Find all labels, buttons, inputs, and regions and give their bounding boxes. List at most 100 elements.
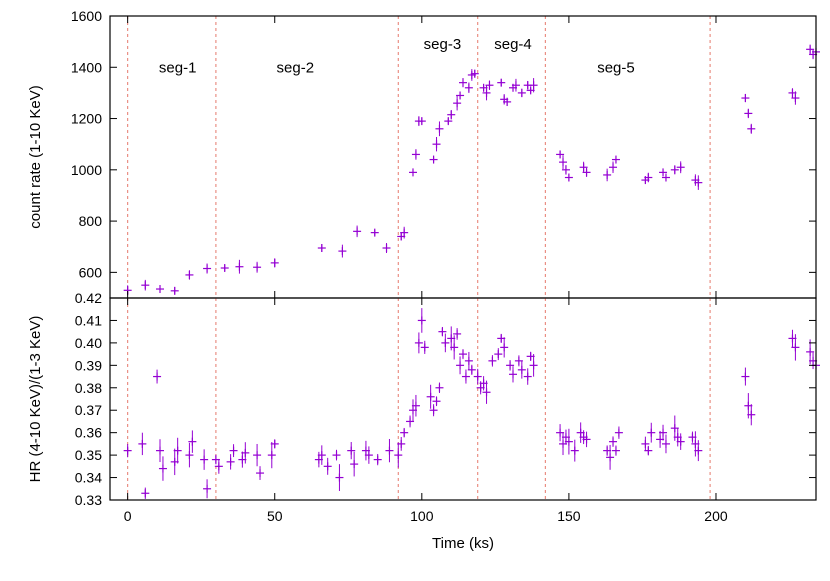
bottom-data-point bbox=[450, 335, 459, 360]
top-data-point bbox=[485, 80, 494, 90]
bottom-y-tick-label: 0.37 bbox=[75, 402, 102, 418]
segment-labels: seg-1 seg-2 seg-3 seg-4 seg-5 bbox=[159, 36, 635, 76]
bottom-panel-frame bbox=[109, 297, 817, 501]
bottom-data-point bbox=[438, 326, 447, 337]
bottom-segment-lines bbox=[127, 298, 711, 500]
x-axis-title: Time (ks) bbox=[432, 535, 494, 552]
top-y-ticks: 600 800 1000 1200 1400 1600 bbox=[71, 8, 816, 280]
top-data-point bbox=[353, 225, 362, 238]
bottom-data-point bbox=[435, 382, 444, 394]
bottom-data-point bbox=[564, 428, 573, 455]
bottom-data-point bbox=[214, 458, 223, 474]
bottom-data-point bbox=[611, 445, 620, 456]
segment-label: seg-5 bbox=[597, 59, 635, 76]
top-data-point bbox=[611, 155, 620, 164]
top-data-point bbox=[447, 109, 456, 120]
bottom-y-tick-label: 0.38 bbox=[75, 380, 102, 396]
top-y-tick-label: 800 bbox=[79, 213, 103, 229]
bottom-y-axis-title: HR (4-10 KeV)/(1-3 KeV) bbox=[27, 316, 44, 483]
bottom-data-point bbox=[456, 356, 465, 375]
bottom-data-point bbox=[317, 445, 326, 465]
top-data-point bbox=[511, 78, 520, 92]
top-data-point bbox=[411, 149, 420, 160]
top-data-point bbox=[497, 78, 506, 87]
top-data-point bbox=[676, 161, 685, 174]
bottom-data-point bbox=[426, 384, 435, 409]
bottom-data-point bbox=[347, 442, 356, 460]
bottom-data-point bbox=[570, 439, 579, 462]
bottom-data-point bbox=[806, 339, 815, 365]
top-data-point bbox=[459, 78, 467, 88]
top-data-point bbox=[253, 261, 262, 273]
bottom-data-point bbox=[256, 466, 265, 480]
bottom-data-point bbox=[188, 430, 197, 453]
top-data-point bbox=[203, 263, 212, 274]
bottom-data-point bbox=[158, 456, 167, 481]
bottom-data-point bbox=[747, 404, 756, 426]
bottom-y-tick-label: 0.42 bbox=[75, 290, 102, 306]
bottom-data-point bbox=[523, 368, 532, 385]
top-data-point bbox=[661, 173, 670, 182]
bottom-data-point bbox=[606, 444, 615, 470]
bottom-data-point bbox=[397, 437, 406, 451]
top-data-point bbox=[609, 161, 618, 174]
bottom-data-point bbox=[417, 308, 426, 333]
top-segment-lines bbox=[127, 16, 711, 298]
top-data-point bbox=[185, 270, 194, 280]
bottom-y-tick-label: 0.34 bbox=[75, 470, 102, 486]
bottom-data-point bbox=[173, 437, 182, 464]
top-data-point bbox=[400, 226, 409, 239]
bottom-data-point bbox=[267, 442, 276, 469]
segment-label: seg-4 bbox=[494, 36, 532, 53]
top-data-point bbox=[141, 279, 150, 291]
top-data-point bbox=[579, 161, 588, 173]
bottom-data-point bbox=[464, 351, 473, 370]
x-tick-label: 0 bbox=[124, 508, 132, 524]
bottom-data-point bbox=[123, 443, 132, 458]
bottom-data-point bbox=[332, 449, 341, 461]
top-data-point bbox=[444, 117, 453, 126]
bottom-data-point bbox=[226, 454, 235, 470]
top-data-point bbox=[791, 91, 800, 105]
top-data-point bbox=[806, 44, 815, 55]
bottom-data-point bbox=[429, 404, 438, 417]
x-tick-label: 100 bbox=[410, 508, 434, 524]
top-data-point bbox=[482, 85, 491, 101]
bottom-data-point bbox=[406, 415, 415, 428]
bottom-data-point bbox=[661, 434, 670, 454]
top-y-axis-title: count rate (1-10 KeV) bbox=[27, 85, 44, 228]
bottom-data-point bbox=[385, 438, 394, 463]
bottom-data-point bbox=[529, 354, 538, 377]
bottom-data-point bbox=[453, 328, 462, 340]
top-data-point bbox=[582, 167, 591, 177]
bottom-data-point bbox=[609, 436, 618, 447]
bottom-data-point bbox=[414, 332, 423, 354]
bottom-data-point bbox=[494, 348, 503, 361]
top-data-point bbox=[220, 264, 229, 273]
bottom-data-point bbox=[741, 367, 750, 386]
bottom-data-point bbox=[323, 457, 332, 475]
bottom-data-points bbox=[123, 308, 820, 499]
bottom-data-point bbox=[644, 445, 653, 456]
top-data-point bbox=[644, 172, 653, 183]
top-data-point bbox=[338, 244, 347, 258]
bottom-data-point bbox=[241, 442, 250, 464]
bottom-data-point bbox=[138, 432, 147, 456]
bottom-data-point bbox=[467, 364, 476, 375]
x-tick-label: 200 bbox=[704, 508, 728, 524]
x-tick-label: 50 bbox=[267, 508, 283, 524]
bottom-data-point bbox=[556, 424, 565, 442]
bottom-data-point bbox=[459, 349, 467, 360]
bottom-data-point bbox=[185, 442, 194, 468]
top-data-point bbox=[382, 243, 391, 254]
top-y-tick-label: 1000 bbox=[71, 162, 102, 178]
bottom-data-point bbox=[200, 449, 209, 470]
bottom-data-point bbox=[694, 440, 703, 462]
top-data-point bbox=[453, 95, 462, 111]
bottom-data-point bbox=[473, 368, 482, 385]
bottom-data-point bbox=[506, 360, 515, 371]
bottom-y-ticks: 0.33 0.34 0.35 0.36 0.37 0.38 0.39 0.40 0.41 0.42 bbox=[75, 290, 816, 508]
bottom-data-point bbox=[153, 369, 162, 384]
